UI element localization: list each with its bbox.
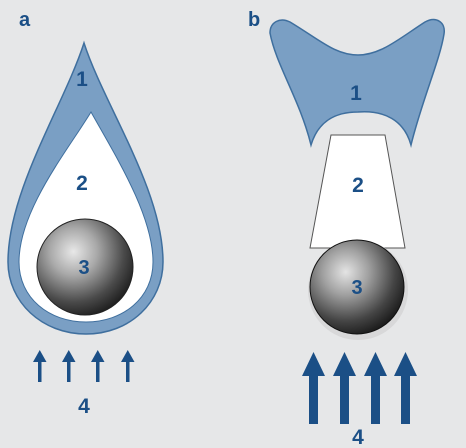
panel-b-arrow-icon bbox=[302, 352, 325, 424]
panel-a-arrow-icon bbox=[33, 350, 47, 382]
panel-a: a 1 2 3 bbox=[7, 9, 164, 418]
panel-b-arrows bbox=[302, 352, 417, 424]
panel-a-letter: a bbox=[19, 9, 31, 31]
panel-a-arrow-icon bbox=[62, 350, 76, 382]
panel-a-arrows bbox=[33, 350, 135, 382]
panel-b-letter: b bbox=[248, 9, 260, 31]
panel-b-arrow-icon bbox=[394, 352, 417, 424]
panel-a-label-2: 2 bbox=[76, 172, 88, 195]
panel-a-label-1: 1 bbox=[76, 68, 88, 91]
panel-b-label-4: 4 bbox=[352, 426, 364, 448]
panel-a-ball bbox=[36, 218, 134, 316]
panel-b-cap bbox=[269, 18, 445, 148]
panel-a-arrow-icon bbox=[91, 350, 105, 382]
panel-a-label-4: 4 bbox=[78, 395, 90, 418]
panel-b-label-2: 2 bbox=[352, 174, 364, 197]
panel-a-label-3: 3 bbox=[78, 257, 89, 279]
panel-b-arrow-icon bbox=[333, 352, 356, 424]
panel-b-stem bbox=[309, 134, 406, 249]
panel-b-label-3: 3 bbox=[351, 277, 362, 299]
panel-b-label-1: 1 bbox=[350, 82, 362, 105]
panel-b-ball bbox=[309, 239, 405, 335]
panel-a-arrow-icon bbox=[121, 350, 135, 382]
panel-b: b 1 2 3 bbox=[248, 9, 445, 448]
panel-b-arrow-icon bbox=[364, 352, 387, 424]
